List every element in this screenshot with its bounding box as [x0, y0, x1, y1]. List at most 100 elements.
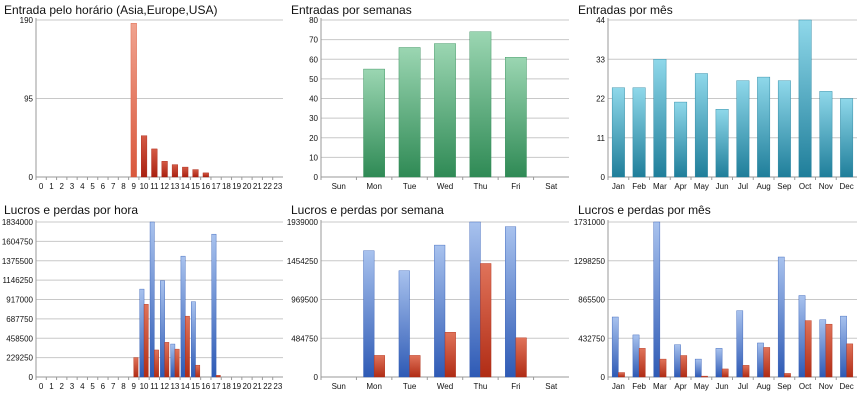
bar: [840, 315, 847, 378]
bar: [715, 109, 729, 178]
y-tick-label: 30: [309, 114, 318, 123]
y-tick-label: 50: [309, 75, 318, 84]
x-tick-label: 9: [132, 182, 137, 191]
x-tick-label: 18: [222, 382, 231, 391]
y-tick-label: 20: [309, 134, 318, 143]
bar: [409, 355, 421, 378]
bar: [515, 337, 527, 378]
x-tick-label: Thu: [474, 182, 488, 191]
x-tick-label: Wed: [437, 182, 453, 191]
bar: [185, 315, 190, 378]
x-tick-label: 20: [243, 182, 252, 191]
x-tick-label: 15: [191, 382, 200, 391]
bar: [211, 233, 217, 378]
x-tick-label: 2: [60, 182, 65, 191]
bar: [469, 221, 481, 378]
bar: [798, 295, 806, 378]
x-tick-label: Jul: [738, 182, 748, 191]
x-tick-label: 23: [273, 182, 282, 191]
x-tick-label: Sep: [777, 382, 792, 391]
y-tick-label: 229250: [6, 354, 33, 363]
bar: [398, 47, 421, 178]
x-tick-label: Apr: [674, 182, 687, 191]
x-tick-label: Jan: [612, 182, 625, 191]
x-tick-label: 19: [232, 382, 241, 391]
bar: [784, 373, 791, 378]
bar: [160, 280, 165, 378]
x-tick-label: Sun: [332, 182, 346, 191]
chart-entries-by-hour: Entrada pelo horário (Asia,Europe,USA) 0…: [0, 0, 286, 200]
bar: [736, 310, 744, 378]
x-tick-label: Jun: [716, 382, 729, 391]
bar: [398, 270, 410, 378]
x-tick-label: 13: [170, 382, 179, 391]
y-tick-label: 1604750: [2, 237, 34, 246]
bar: [180, 255, 186, 378]
y-tick-label: 0: [314, 373, 319, 382]
x-tick-label: May: [694, 382, 709, 391]
chart-plot-area: 0 10 20 30 40 50 60 70 80 Sun Mon Tue Wed Thu Fri Sat: [309, 16, 569, 191]
x-tick-label: 3: [70, 182, 75, 191]
x-tick-label: 4: [80, 182, 85, 191]
x-tick-label: 14: [181, 182, 190, 191]
y-tick-label: 1146250: [2, 276, 33, 285]
bar: [715, 348, 723, 378]
y-tick-label: 95: [24, 95, 33, 104]
x-tick-label: 1: [49, 182, 54, 191]
bar: [143, 304, 149, 378]
bar: [190, 301, 196, 378]
bar: [694, 73, 708, 178]
y-tick-label: 0: [314, 173, 319, 182]
chart-title: Lucros e perdas por hora: [4, 203, 139, 217]
bar: [798, 19, 812, 178]
bar: [659, 358, 667, 378]
chart-profit-loss-by-month: Lucros e perdas por mês 0 432750 865500 129…: [574, 200, 860, 400]
x-tick-label: 17: [212, 182, 221, 191]
x-tick-label: 3: [70, 382, 75, 391]
x-tick-label: 7: [111, 182, 116, 191]
bar: [182, 166, 189, 178]
bar: [736, 80, 750, 178]
y-tick-label: 1298250: [574, 257, 606, 266]
bar: [141, 135, 148, 178]
x-tick-label: 7: [111, 382, 116, 391]
x-tick-label: 10: [140, 182, 149, 191]
y-tick-label: 484750: [291, 334, 318, 343]
x-tick-label: Apr: [674, 382, 687, 391]
x-tick-label: 2: [60, 382, 65, 391]
y-tick-label: 432750: [578, 334, 605, 343]
bar: [363, 250, 375, 378]
bar: [215, 375, 221, 378]
bar: [130, 23, 137, 178]
bar: [653, 59, 667, 178]
bar: [638, 348, 646, 378]
chart-plot-area: 0 11 22 33 44 Jan Feb Mar Apr May Jun Jul Aug Sep Oct N…: [596, 16, 857, 191]
y-tick-label: 22: [596, 95, 605, 104]
x-tick-label: Mon: [366, 382, 382, 391]
x-tick-label: 17: [212, 382, 221, 391]
x-tick-label: Dec: [840, 382, 854, 391]
chart-title: Entradas por semanas: [291, 3, 412, 17]
x-tick-label: Fri: [511, 182, 521, 191]
bar: [742, 365, 750, 378]
x-tick-label: 22: [263, 382, 272, 391]
chart-profit-loss-by-hour: Lucros e perdas por hora 0 229250 458500 68…: [0, 200, 286, 400]
bar: [819, 91, 833, 178]
x-tick-label: 16: [201, 382, 210, 391]
bar: [174, 348, 180, 378]
bar: [653, 221, 661, 378]
x-tick-label: May: [694, 182, 709, 191]
chart-entries-by-month: Entradas por mês 0 11 22 33 44 Jan Feb Mar Apr Ma…: [574, 0, 860, 200]
bar: [195, 364, 201, 378]
bar: [161, 161, 168, 178]
chart-title: Lucros e perdas por mês: [578, 203, 711, 217]
x-tick-label: 20: [243, 382, 252, 391]
y-tick-label: 70: [309, 36, 318, 45]
bar: [154, 349, 159, 378]
x-tick-label: 8: [121, 182, 126, 191]
bar: [149, 221, 155, 378]
x-tick-label: 15: [191, 182, 200, 191]
x-tick-label: Jan: [612, 382, 625, 391]
chart-title: Entrada pelo horário (Asia,Europe,USA): [4, 3, 218, 17]
